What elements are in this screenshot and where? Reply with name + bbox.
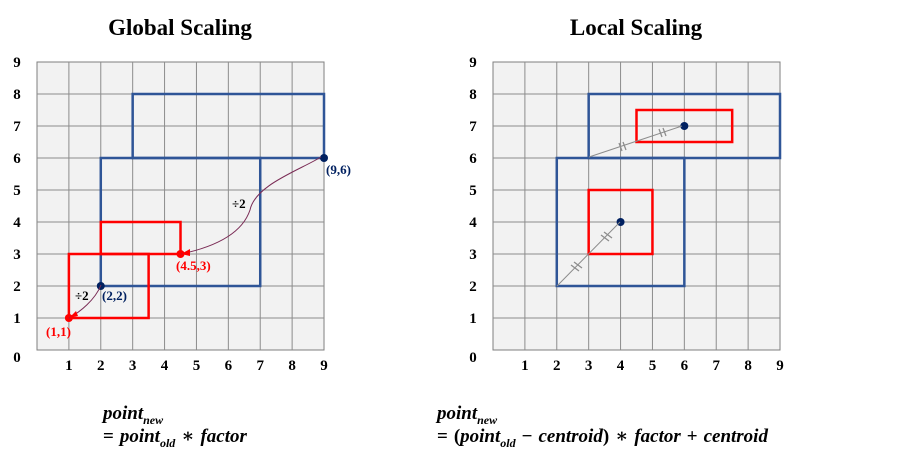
x-tick-label: 3 bbox=[585, 358, 593, 374]
x-tick-label: 2 bbox=[97, 358, 105, 374]
origin-label: 0 bbox=[469, 350, 477, 366]
y-tick-label: 4 bbox=[469, 215, 477, 231]
divide-annotation: ÷2 bbox=[75, 288, 89, 303]
x-tick-label: 3 bbox=[129, 358, 137, 374]
x-tick-label: 2 bbox=[553, 358, 561, 374]
y-tick-label: 6 bbox=[13, 151, 21, 167]
x-tick-label: 9 bbox=[776, 358, 784, 374]
point-label: (4.5,3) bbox=[176, 258, 211, 273]
point-marker bbox=[680, 122, 689, 130]
svg-text:=pointold∗factor: = pointold ∗ factor bbox=[103, 426, 247, 450]
plot-area bbox=[36, 61, 325, 351]
y-tick-label: 7 bbox=[469, 119, 477, 135]
x-tick-label: 7 bbox=[712, 358, 720, 374]
y-tick-label: 9 bbox=[469, 55, 477, 71]
x-tick-label: 5 bbox=[193, 358, 201, 374]
point-marker bbox=[320, 154, 329, 162]
svg-text:=(pointold−centroid)∗factor+ce: = (pointold − centroid) ∗ factor + centroid bbox=[437, 426, 768, 450]
scaled-rect bbox=[635, 108, 734, 144]
panel-title: Global Scaling bbox=[108, 15, 252, 40]
scaled-rect bbox=[587, 188, 654, 256]
arrowhead bbox=[181, 249, 190, 256]
local-scaling-panel: Local Scaling 1 2 3 4 5 6 7 8 9 1 2 3 4 5 6 7 8 9 0 pointn… bbox=[435, 15, 784, 450]
hash-marks bbox=[570, 127, 667, 272]
plot-area bbox=[492, 61, 781, 351]
y-tick-label: 2 bbox=[13, 279, 21, 295]
point-marker bbox=[176, 250, 185, 258]
x-tick-label: 5 bbox=[649, 358, 657, 374]
y-tick-label: 3 bbox=[13, 247, 21, 263]
y-tick-label: 6 bbox=[469, 151, 477, 167]
x-tick-label: 6 bbox=[225, 358, 233, 374]
x-tick-label: 1 bbox=[65, 358, 73, 374]
formula: pointnew = pointold ∗ factor bbox=[101, 403, 247, 450]
origin-label: 0 bbox=[13, 350, 21, 366]
grid bbox=[36, 61, 325, 351]
y-tick-label: 7 bbox=[13, 119, 21, 135]
svg-text:pointnew: pointnew bbox=[101, 403, 164, 427]
y-tick-label: 4 bbox=[13, 215, 21, 231]
scaled-rect bbox=[67, 252, 150, 320]
y-tick-label: 9 bbox=[13, 55, 21, 71]
panel-title: Local Scaling bbox=[570, 15, 703, 40]
axis-ticks: 1 2 3 4 5 6 7 8 9 1 2 3 4 5 6 7 8 9 0 bbox=[13, 55, 328, 374]
y-tick-label: 2 bbox=[469, 279, 477, 295]
y-tick-label: 5 bbox=[469, 183, 477, 199]
point-label: (9,6) bbox=[326, 162, 351, 177]
y-tick-label: 8 bbox=[13, 87, 21, 103]
x-tick-label: 4 bbox=[161, 358, 169, 374]
svg-text:pointnew: pointnew bbox=[435, 403, 498, 427]
formula: pointnew = (pointold − centroid) ∗ factor + cen… bbox=[435, 403, 768, 450]
grid bbox=[492, 61, 781, 351]
shapes bbox=[64, 92, 329, 322]
x-tick-label: 8 bbox=[744, 358, 752, 374]
y-tick-label: 8 bbox=[469, 87, 477, 103]
divide-annotation: ÷2 bbox=[232, 196, 246, 211]
axis-ticks: 1 2 3 4 5 6 7 8 9 1 2 3 4 5 6 7 8 9 0 bbox=[469, 55, 784, 374]
x-tick-label: 7 bbox=[256, 358, 264, 374]
x-tick-label: 6 bbox=[681, 358, 689, 374]
arrowhead bbox=[69, 311, 78, 318]
x-tick-label: 9 bbox=[320, 358, 328, 374]
shapes bbox=[555, 92, 782, 288]
x-tick-label: 8 bbox=[288, 358, 296, 374]
curve-9-6-to-4-5-3 bbox=[180, 156, 322, 255]
y-tick-label: 5 bbox=[13, 183, 21, 199]
point-marker bbox=[64, 314, 73, 322]
y-tick-label: 3 bbox=[469, 247, 477, 263]
global-scaling-panel: Global Scaling 1 2 3 4 5 6 7 8 9 1 2 3 4 5 6 7 8 9 0 ÷2 ÷2… bbox=[13, 15, 351, 450]
point-label: (2,2) bbox=[102, 288, 127, 303]
centroid-line bbox=[588, 125, 683, 158]
centroid-line bbox=[556, 221, 621, 287]
x-tick-label: 4 bbox=[617, 358, 625, 374]
y-tick-label: 1 bbox=[469, 311, 477, 327]
y-tick-label: 1 bbox=[13, 311, 21, 327]
original-rect bbox=[555, 156, 686, 288]
point-label: (1,1) bbox=[46, 324, 71, 339]
x-tick-label: 1 bbox=[521, 358, 529, 374]
